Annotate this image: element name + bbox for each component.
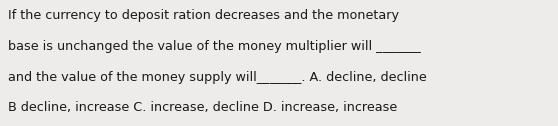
Text: base is unchanged the value of the money multiplier will _______: base is unchanged the value of the money… [8, 40, 421, 53]
Text: B decline, increase C. increase, decline D. increase, increase: B decline, increase C. increase, decline… [8, 101, 398, 114]
Text: and the value of the money supply will_______. A. decline, decline: and the value of the money supply will__… [8, 71, 427, 84]
Text: If the currency to deposit ration decreases and the monetary: If the currency to deposit ration decrea… [8, 9, 400, 22]
